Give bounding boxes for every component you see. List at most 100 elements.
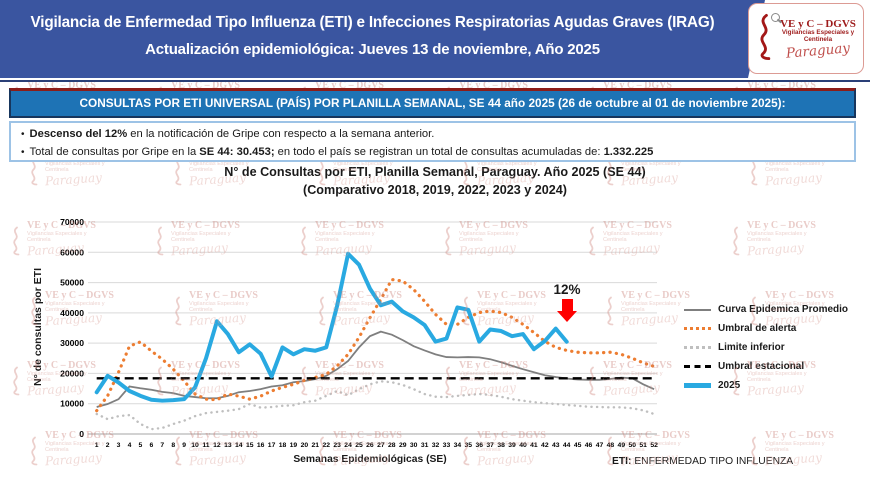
svg-text:3: 3 — [117, 442, 121, 449]
svg-text:38: 38 — [497, 442, 505, 449]
annotation-text: 12% — [553, 282, 581, 297]
svg-text:47: 47 — [596, 442, 604, 449]
svg-text:39: 39 — [508, 442, 516, 449]
svg-text:12: 12 — [213, 442, 221, 449]
svg-text:6: 6 — [149, 442, 153, 449]
svg-text:16: 16 — [257, 442, 265, 449]
svg-text:10: 10 — [191, 442, 199, 449]
svg-text:7: 7 — [160, 442, 164, 449]
svg-text:8: 8 — [171, 442, 175, 449]
svg-text:52: 52 — [650, 442, 658, 449]
legend-item-estacional: Umbral estacional — [684, 357, 848, 376]
legend-line-sample — [684, 346, 711, 349]
highlight-bullet-2: • Total de consultas por Gripe en la SE 4… — [21, 145, 654, 158]
svg-text:30: 30 — [410, 442, 418, 449]
legend-line-sample — [684, 308, 711, 311]
svg-text:20: 20 — [301, 442, 309, 449]
logo-subtitle-1: Vigilancias Especiales y — [781, 29, 855, 37]
svg-text:22: 22 — [322, 442, 330, 449]
page-title: Vigilancia de Enfermedad Tipo Influenza … — [30, 14, 715, 31]
svg-text:49: 49 — [618, 442, 626, 449]
bullet-icon: • — [21, 146, 25, 158]
svg-text:50: 50 — [628, 442, 636, 449]
highlight-bullet-1: • Descenso del 12% en la notificación de … — [21, 128, 435, 140]
bullet-icon: • — [21, 129, 25, 140]
svg-text:2: 2 — [106, 442, 110, 449]
svg-text:40: 40 — [519, 442, 527, 449]
svg-text:17: 17 — [268, 442, 276, 449]
svg-text:9: 9 — [182, 442, 186, 449]
y-axis-label: N° de consultas por ETI — [32, 268, 44, 386]
svg-text:14: 14 — [235, 442, 243, 449]
svg-text:19: 19 — [290, 442, 298, 449]
svg-text:13: 13 — [224, 442, 232, 449]
svg-text:10000: 10000 — [60, 399, 84, 409]
legend-item-promedio: Curva Epidemica Promedio — [684, 300, 848, 319]
svg-text:42: 42 — [541, 442, 549, 449]
legend-item-alerta: Umbral de alerta — [684, 319, 848, 338]
svg-text:60000: 60000 — [60, 247, 84, 257]
header: Vigilancia de Enfermedad Tipo Influenza … — [0, 0, 870, 78]
logo-script: Paraguay — [785, 40, 851, 63]
svg-text:18: 18 — [279, 442, 287, 449]
svg-text:15: 15 — [246, 442, 254, 449]
svg-text:36: 36 — [475, 442, 483, 449]
svg-text:26: 26 — [366, 442, 374, 449]
svg-text:27: 27 — [377, 442, 385, 449]
highlights-box: • Descenso del 12% en la notificación de … — [9, 121, 856, 162]
svg-text:43: 43 — [552, 442, 560, 449]
svg-text:32: 32 — [432, 442, 440, 449]
svg-text:45: 45 — [574, 442, 582, 449]
svg-text:20000: 20000 — [60, 368, 84, 378]
svg-text:40000: 40000 — [60, 308, 84, 318]
header-divider — [0, 80, 870, 82]
chart-annotation: 12% — [543, 282, 591, 322]
svg-text:46: 46 — [585, 442, 593, 449]
svg-text:48: 48 — [607, 442, 615, 449]
svg-text:31: 31 — [421, 442, 429, 449]
legend-item-2025: 2025 — [684, 376, 848, 395]
page-subtitle: Actualización epidemiológica: Jueves 13 … — [145, 41, 600, 58]
svg-text:21: 21 — [312, 442, 320, 449]
svg-text:37: 37 — [486, 442, 494, 449]
svg-text:4: 4 — [128, 442, 132, 449]
legend-line-sample — [684, 327, 711, 330]
svg-text:50000: 50000 — [60, 278, 84, 288]
svg-text:23: 23 — [333, 442, 341, 449]
legend-item-inferior: Limite inferior — [684, 338, 848, 357]
svg-text:44: 44 — [563, 442, 571, 449]
section-banner: CONSULTAS POR ETI UNIVERSAL (PAÍS) POR P… — [9, 88, 856, 118]
logo-acronym: VE y C – DGVS — [780, 17, 856, 30]
svg-text:70000: 70000 — [60, 217, 84, 227]
x-axis-label: Semanas Epidemiológicas (SE) — [293, 454, 447, 465]
svg-text:51: 51 — [639, 442, 647, 449]
svg-text:25: 25 — [355, 442, 363, 449]
red-arrow-icon — [561, 299, 573, 311]
svg-text:29: 29 — [399, 442, 407, 449]
chart-title: N° de Consultas por ETI, Planilla Semana… — [224, 165, 646, 197]
svg-text:41: 41 — [530, 442, 538, 449]
svg-text:1: 1 — [95, 442, 99, 449]
svg-text:33: 33 — [443, 442, 451, 449]
svg-text:34: 34 — [454, 442, 462, 449]
header-band — [0, 0, 748, 78]
svg-text:0: 0 — [79, 429, 84, 439]
svg-text:30000: 30000 — [60, 338, 84, 348]
magnifier-icon — [771, 12, 780, 22]
red-arrow-head — [557, 311, 577, 322]
svg-text:5: 5 — [139, 442, 143, 449]
logo-subtitle-2: Centinela — [803, 35, 833, 43]
logo-card: VE y C – DGVS Vigilancias Especiales y C… — [748, 3, 864, 74]
